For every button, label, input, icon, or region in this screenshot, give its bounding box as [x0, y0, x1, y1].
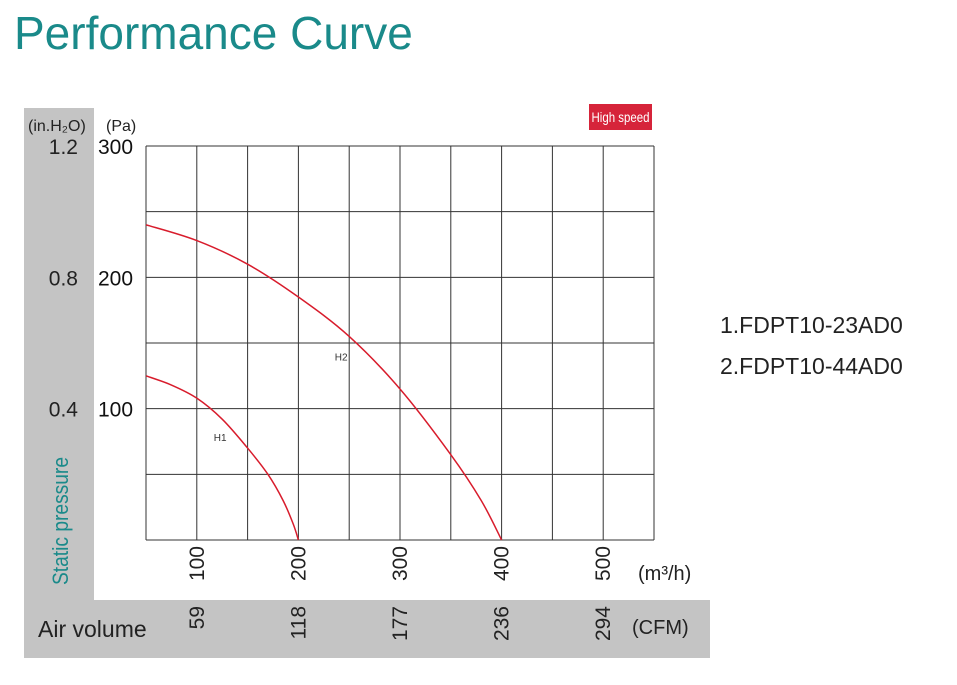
x-tick-label: 400 [491, 546, 514, 581]
grid [145, 145, 655, 541]
x-unit: (m³/h) [638, 563, 691, 585]
badge-text: High speed [592, 109, 650, 125]
model-item-1: 1.FDPT10-23AD0 [720, 312, 903, 338]
x-tick-label-alt: 294 [592, 606, 615, 641]
series-line-h1 [145, 375, 300, 541]
y-axis-title: Static pressure [48, 457, 73, 585]
x-axis-title: Air volume [38, 616, 147, 642]
x-tick-label: 100 [186, 546, 209, 581]
y-tick-label-alt: 1.2 [49, 136, 78, 159]
y-tick-label: 300 [98, 136, 133, 159]
x-axis-band [24, 600, 710, 658]
x-unit-alt: (CFM) [632, 617, 689, 639]
x-tick-label: 300 [389, 546, 412, 581]
y-tick-label-alt: 0.8 [49, 267, 78, 290]
high-speed-badge: High speed [589, 104, 652, 130]
y-tick-label-alt: 0.4 [49, 399, 79, 422]
y-axis-band [24, 108, 94, 600]
y-unit: (Pa) [106, 118, 136, 135]
x-tick-label-alt: 236 [491, 606, 514, 641]
series-layer: H1 H2 [145, 224, 503, 541]
x-tick-label-alt: 177 [389, 606, 412, 641]
y-tick-label: 200 [98, 267, 133, 290]
model-item-2: 2.FDPT10-44AD0 [720, 353, 903, 379]
x-tick-label-alt: 59 [186, 606, 209, 629]
y-tick-label: 100 [98, 399, 133, 422]
series-label-h1: H1 [214, 433, 227, 444]
badge-background [589, 104, 652, 130]
tick-labels: 100 0.4 200 0.8 300 1.2 100 59 200 118 300 177 400 23… [49, 136, 615, 641]
x-tick-label: 500 [592, 546, 615, 581]
series-line-h2 [145, 224, 503, 541]
page-title: Performance Curve [14, 7, 413, 59]
x-tick-label-alt: 118 [287, 606, 310, 639]
y-unit-alt: (in.H₂O) [28, 118, 86, 135]
series-label-h2: H2 [335, 352, 348, 363]
x-tick-label: 200 [287, 546, 310, 581]
